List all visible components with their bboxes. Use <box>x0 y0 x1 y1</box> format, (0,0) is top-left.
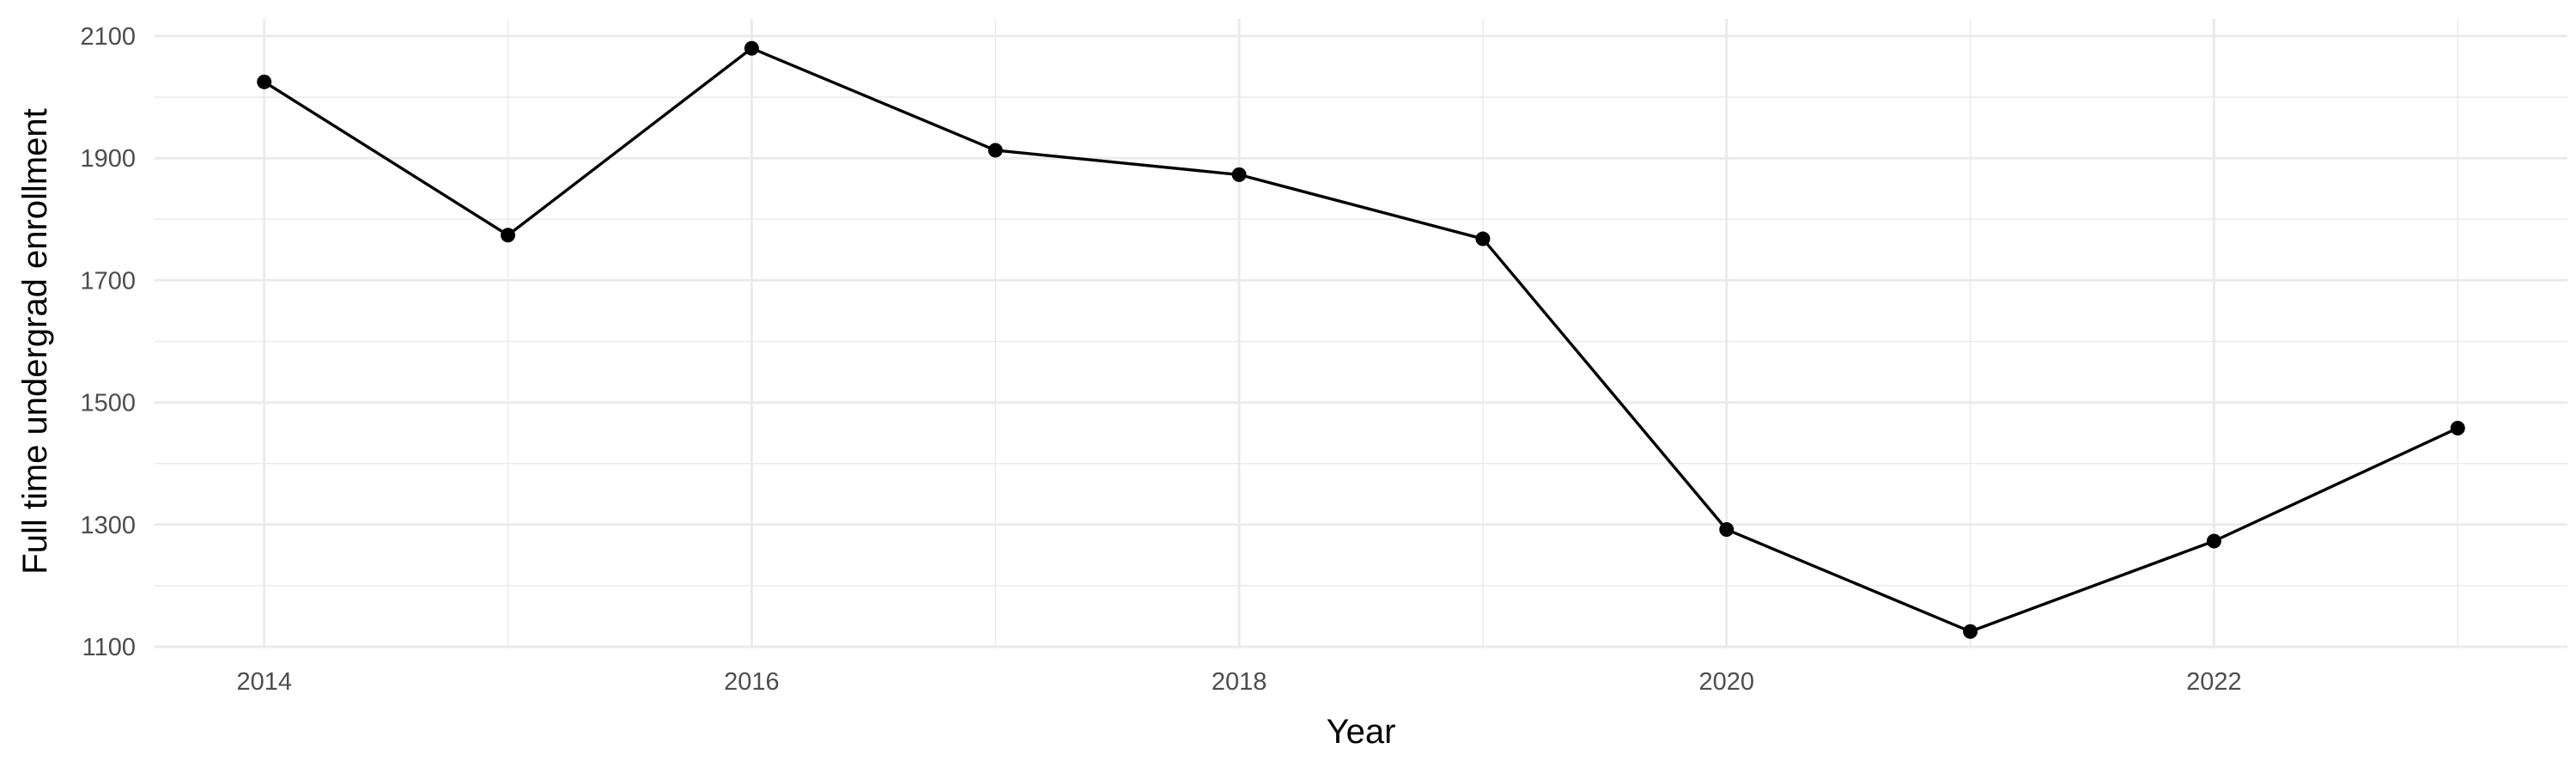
data-point <box>501 228 516 243</box>
data-points <box>257 40 2465 639</box>
data-point <box>2450 420 2465 435</box>
data-point <box>744 40 759 56</box>
x-axis-tick-labels: 2014 2016 2018 2020 2022 <box>236 668 2241 696</box>
y-axis-title: Full time undergrad enrollment <box>16 108 54 574</box>
x-tick-label: 2016 <box>724 668 780 696</box>
x-tick-label: 2020 <box>1698 668 1754 696</box>
y-tick-label: 1100 <box>82 634 136 661</box>
series-line-group <box>263 46 2458 633</box>
data-point <box>257 74 272 89</box>
y-tick-label: 1500 <box>80 390 136 417</box>
y-axis-tick-labels: 1100 1300 1500 1700 1900 2100 <box>80 23 136 661</box>
y-tick-label: 1700 <box>80 267 136 295</box>
x-tick-label: 2018 <box>1212 668 1267 696</box>
data-point <box>1231 167 1247 182</box>
x-tick-label: 2014 <box>236 668 292 696</box>
x-tick-label: 2022 <box>2186 668 2242 696</box>
minor-gridlines <box>155 19 2567 648</box>
series-line <box>263 46 2458 633</box>
y-tick-label: 1300 <box>80 512 136 539</box>
x-axis-title: Year <box>1327 713 1396 751</box>
major-gridlines <box>155 19 2567 648</box>
data-point <box>2206 533 2221 549</box>
data-point <box>1963 624 1978 639</box>
data-point <box>1475 231 1491 247</box>
y-tick-label: 2100 <box>80 23 136 51</box>
y-tick-label: 1900 <box>80 145 136 173</box>
data-point <box>1719 521 1735 537</box>
data-point <box>987 143 1003 158</box>
